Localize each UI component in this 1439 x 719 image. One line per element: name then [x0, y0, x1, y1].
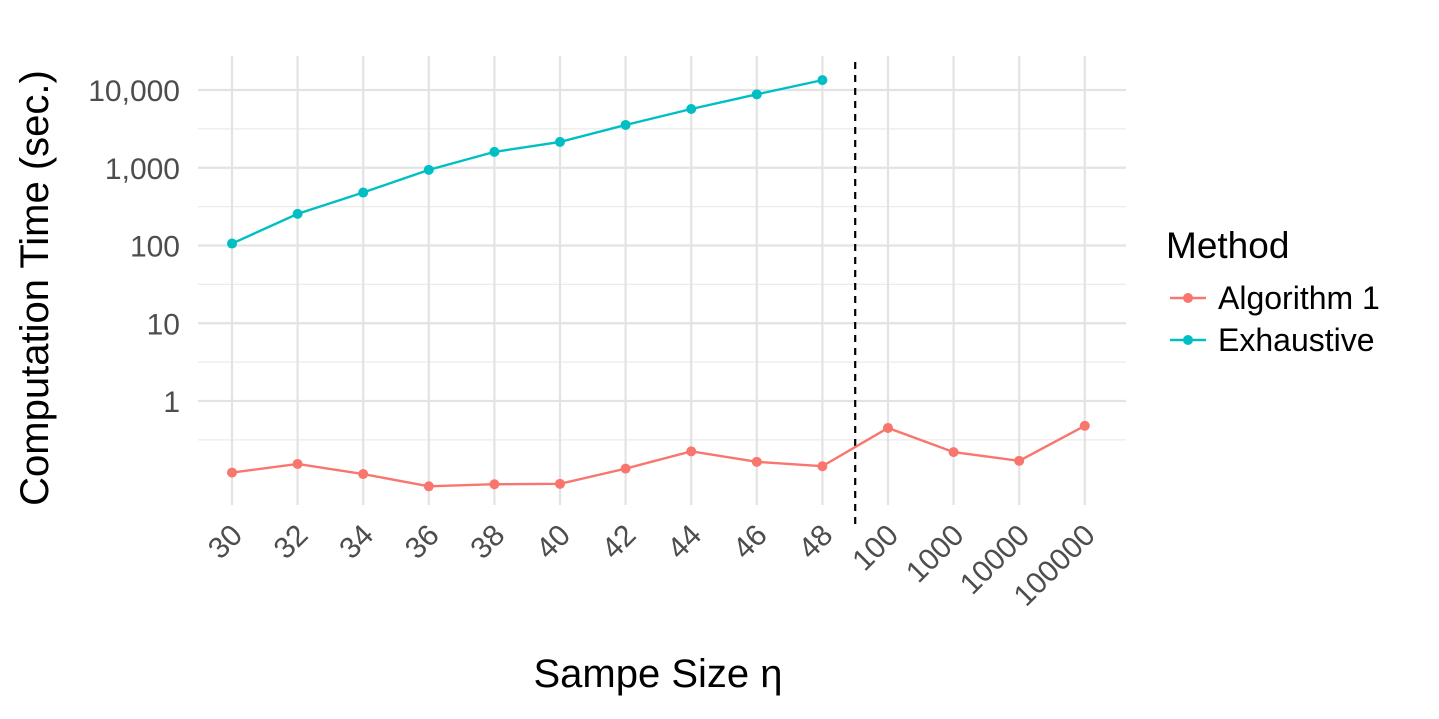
data-point-exhaustive: [751, 89, 762, 100]
legend-key-point: [1183, 293, 1193, 303]
x-tick-label: 36: [399, 519, 446, 566]
series-line-algorithm-1: [231, 424, 1086, 488]
x-tick-label: 30: [202, 519, 249, 566]
data-point-algorithm-1: [555, 478, 565, 489]
legend: Method Algorithm 1 Exhaustive: [1166, 225, 1380, 358]
legend-item: Algorithm 1: [1170, 280, 1380, 316]
data-point-exhaustive: [358, 187, 369, 198]
x-tick-label: 46: [727, 519, 774, 566]
y-tick-labels: 1 10 100 1,000 10,000: [88, 75, 180, 419]
data-point-exhaustive: [686, 103, 697, 114]
data-point-exhaustive: [292, 208, 303, 219]
data-point-exhaustive: [817, 75, 828, 86]
x-tick-label: 34: [333, 519, 380, 566]
legend-key-point: [1183, 335, 1193, 345]
series-layer: [227, 75, 1090, 492]
data-point-algorithm-1: [686, 446, 697, 457]
y-tick-label: 10,000: [88, 75, 180, 108]
x-tick-label: 32: [268, 519, 315, 566]
data-point-exhaustive: [489, 146, 500, 157]
data-point-algorithm-1: [227, 467, 237, 478]
data-point-algorithm-1: [817, 461, 828, 472]
x-tick-label: 38: [464, 519, 511, 566]
data-point-algorithm-1: [423, 481, 434, 492]
data-point-algorithm-1: [620, 463, 631, 474]
x-axis-title: Sampe Size η: [533, 652, 782, 696]
legend-label: Algorithm 1: [1218, 280, 1380, 316]
y-tick-label: 10: [147, 308, 180, 341]
data-point-algorithm-1: [358, 469, 369, 480]
data-point-algorithm-1: [489, 479, 500, 490]
y-tick-label: 100: [130, 231, 180, 264]
series-line-exhaustive: [231, 78, 823, 245]
x-tick-label: 42: [596, 519, 643, 566]
x-tick-label: 48: [792, 519, 839, 566]
legend-label: Exhaustive: [1218, 322, 1375, 358]
data-point-algorithm-1: [1014, 455, 1025, 466]
data-point-algorithm-1: [948, 447, 959, 458]
data-point-algorithm-1: [1079, 420, 1090, 431]
data-point-exhaustive: [620, 119, 631, 130]
x-tick-label: 100: [846, 519, 905, 578]
x-tick-label: 44: [661, 519, 708, 566]
data-point-algorithm-1: [292, 458, 303, 469]
grid-layer: [198, 56, 1126, 505]
data-point-exhaustive: [555, 136, 565, 147]
x-tick-label: 40: [530, 519, 577, 566]
data-point-exhaustive: [227, 238, 237, 249]
data-point-algorithm-1: [751, 456, 762, 467]
legend-title: Method: [1166, 225, 1289, 266]
y-axis-title: Computation Time (sec.): [13, 70, 57, 506]
y-tick-label: 1,000: [105, 153, 180, 186]
data-point-algorithm-1: [883, 422, 893, 433]
data-point-exhaustive: [423, 164, 434, 175]
y-tick-label: 1: [163, 386, 180, 419]
legend-item: Exhaustive: [1170, 322, 1375, 358]
